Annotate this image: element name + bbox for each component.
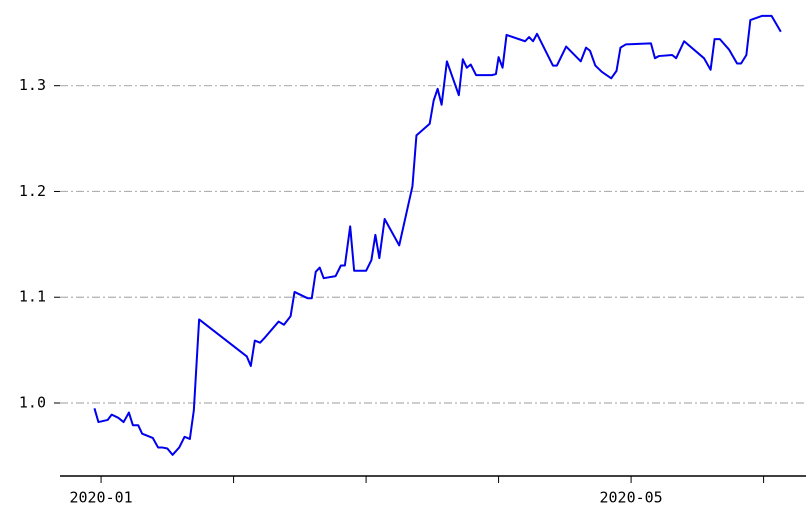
y-tick-label: 1.3 [19, 76, 46, 94]
y-tick-label: 1.0 [19, 394, 46, 412]
data-line [93, 14, 782, 456]
x-tick-label: 2020-05 [599, 489, 662, 507]
x-tick-label: 2020-01 [69, 489, 132, 507]
y-tick-label: 1.1 [19, 288, 46, 306]
y-tick-label: 1.2 [19, 182, 46, 200]
